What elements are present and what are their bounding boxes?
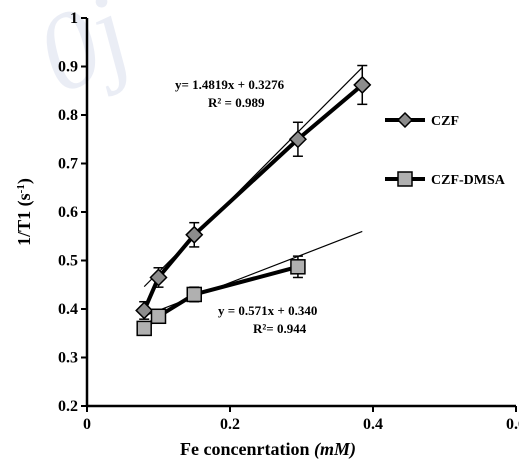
czf-dmsa-r2: R²= 0.944 <box>253 321 307 336</box>
data-point <box>288 130 307 149</box>
y-tick-label: 0.7 <box>58 156 78 173</box>
data-point <box>353 75 372 94</box>
y-tick-label: 0.4 <box>58 301 78 318</box>
data-point <box>135 301 154 320</box>
x-axis-label: Fe concenrtation (mM) <box>180 439 356 460</box>
y-tick-label: 0.3 <box>58 350 78 367</box>
series-group <box>135 64 372 337</box>
data-point <box>136 320 152 337</box>
x-tick-label: 0 <box>83 416 91 433</box>
y-tick-label: 0.2 <box>58 398 78 415</box>
y-tick-label: 1 <box>70 10 78 27</box>
series-czf-dmsa <box>136 255 306 337</box>
y-tick-label: 0.9 <box>58 59 78 76</box>
x-ticks: 0 0.2 0.4 0.6 <box>83 406 519 433</box>
legend: CZF CZF-DMSA <box>385 111 506 188</box>
series-czf <box>135 64 372 320</box>
legend-czf-dmsa-marker <box>397 171 413 187</box>
x-tick-label: 0.6 <box>506 416 519 433</box>
data-point <box>150 308 167 325</box>
y-tick-label: 0.8 <box>58 107 78 124</box>
data-point <box>185 225 204 244</box>
series-line-czf-dmsa <box>142 264 299 330</box>
data-point <box>290 259 306 275</box>
data-point <box>149 268 168 287</box>
plot-area: 0.2 0.3 0.4 0.5 0.6 0.7 0.8 0.9 1 0 0.2 0.4 0.6 <box>58 10 519 433</box>
x-tick-label: 0.2 <box>220 416 240 433</box>
y-axis-label: 1/T1 (s-1) <box>14 178 35 246</box>
czf-equation: y= 1.4819x + 0.3276 <box>175 77 285 92</box>
x-tick-label: 0.4 <box>363 416 383 433</box>
legend-czf-dmsa-label: CZF-DMSA <box>431 173 506 188</box>
y-tick-label: 0.6 <box>58 204 78 221</box>
data-point <box>186 286 202 303</box>
legend-czf-label: CZF <box>431 114 459 129</box>
legend-item-czf: CZF <box>385 111 459 129</box>
series-line-czf <box>142 83 364 312</box>
y-ticks: 0.2 0.3 0.4 0.5 0.6 0.7 0.8 0.9 1 <box>58 10 87 415</box>
czf-r2: R² = 0.989 <box>208 95 265 110</box>
legend-item-czf-dmsa: CZF-DMSA <box>385 171 506 188</box>
y-tick-label: 0.5 <box>58 253 78 270</box>
legend-czf-marker <box>396 111 414 129</box>
czf-dmsa-equation: y = 0.571x + 0.340 <box>218 303 317 318</box>
